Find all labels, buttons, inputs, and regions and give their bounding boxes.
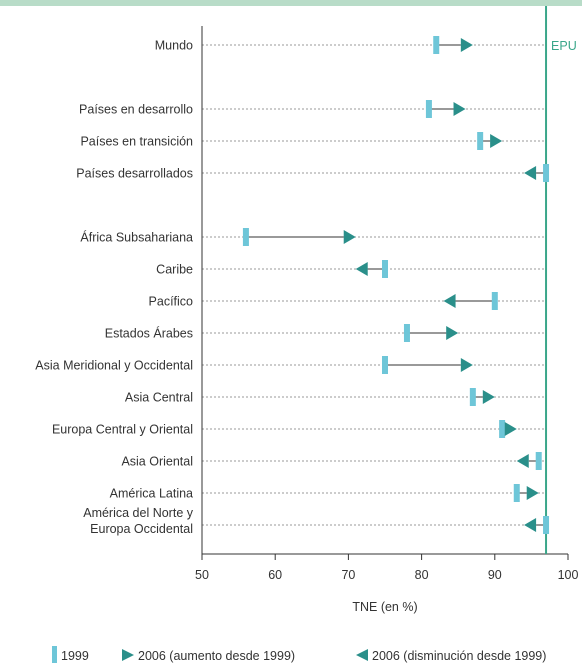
- category-label-america-del-norte-y-europa-occidental-line2: Europa Occidental: [90, 522, 193, 536]
- category-label-pacifico: Pacífico: [149, 295, 194, 309]
- marker-2006-estados-arabes: [446, 326, 459, 340]
- legend-marker-decrease: [356, 649, 368, 661]
- reference-line: EPU: [545, 6, 577, 554]
- category-label-europa-central-y-oriental: Europa Central y Oriental: [52, 423, 193, 437]
- marker-1999-paises-en-desarrollo: [425, 100, 432, 118]
- category-labels: Mundo Países en desarrollo Países en trans…: [35, 39, 193, 537]
- category-label-paises-desarrollados: Países desarrollados: [76, 167, 193, 181]
- marker-2006-africa-subsahariana: [343, 230, 356, 244]
- marker-1999-pacifico: [491, 292, 498, 310]
- legend-label-decrease: 2006 (disminución desde 1999): [372, 649, 546, 663]
- category-label-caribe: Caribe: [156, 263, 193, 277]
- category-label-asia-central: Asia Central: [125, 391, 193, 405]
- marker-2006-paises-en-transicion: [490, 134, 503, 148]
- reference-line-label: EPU: [551, 39, 577, 53]
- x-axis-title: TNE (en %): [352, 600, 417, 614]
- marker-2006-asia-oriental: [516, 454, 529, 468]
- marker-2006-america-del-norte-y-europa-occidental: [524, 518, 537, 532]
- legend: 1999 2006 (aumento desde 1999) 2006 (dismi…: [52, 646, 546, 663]
- marker-1999-asia-oriental: [535, 452, 542, 470]
- marker-2006-asia-central: [482, 390, 495, 404]
- marker-2006-america-latina: [526, 486, 539, 500]
- x-tick-label-90: 90: [488, 568, 502, 582]
- legend-marker-1999: [52, 646, 57, 663]
- marker-1999-asia-central: [469, 388, 476, 406]
- x-ticks: 50 60 70 80 90 100: [195, 554, 578, 582]
- x-tick-label-80: 80: [415, 568, 429, 582]
- marker-1999-europa-central-y-oriental: [499, 420, 506, 438]
- marker-1999-caribe: [382, 260, 388, 278]
- marker-1999-estados-arabes: [403, 324, 410, 342]
- category-label-mundo: Mundo: [155, 39, 193, 53]
- category-label-africa-subsahariana: África Subsahariana: [80, 230, 193, 245]
- category-label-estados-arabes: Estados Árabes: [105, 326, 193, 341]
- marker-2006-paises-en-desarrollo: [453, 102, 466, 116]
- marker-2006-asia-meridional-y-occidental: [460, 358, 473, 372]
- marker-2006-europa-central-y-oriental: [504, 422, 517, 436]
- guide-lines: [202, 44, 547, 526]
- marker-1999-asia-meridional-y-occidental: [382, 356, 388, 374]
- marker-1999-paises-desarrollados: [543, 164, 550, 182]
- legend-label-increase: 2006 (aumento desde 1999): [138, 649, 295, 663]
- top-band: [0, 0, 582, 6]
- x-tick-label-70: 70: [341, 568, 355, 582]
- category-label-america-latina: América Latina: [110, 487, 193, 501]
- category-label-asia-oriental: Asia Oriental: [121, 455, 193, 469]
- marker-1999-mundo: [433, 36, 440, 54]
- category-label-paises-en-desarrollo: Países en desarrollo: [79, 103, 193, 117]
- x-tick-label-60: 60: [268, 568, 282, 582]
- marker-1999-america-latina: [513, 484, 520, 502]
- category-label-paises-en-transicion: Países en transición: [80, 135, 193, 149]
- marker-2006-caribe: [355, 262, 368, 276]
- x-tick-label-50: 50: [195, 568, 209, 582]
- marker-1999-africa-subsahariana: [242, 228, 249, 246]
- x-tick-label-100: 100: [558, 568, 579, 582]
- legend-label-1999: 1999: [61, 649, 89, 663]
- legend-marker-increase: [122, 649, 134, 661]
- marker-2006-mundo: [460, 38, 473, 52]
- marker-2006-pacifico: [443, 294, 456, 308]
- marker-1999-paises-en-transicion: [477, 132, 484, 150]
- marker-2006-paises-desarrollados: [524, 166, 537, 180]
- category-label-america-del-norte-y-europa-occidental-line1: América del Norte y: [83, 506, 194, 520]
- marker-1999-america-del-norte-y-europa-occidental: [543, 516, 550, 534]
- category-label-asia-meridional-y-occidental: Asia Meridional y Occidental: [35, 359, 193, 373]
- data-marks: [242, 36, 550, 534]
